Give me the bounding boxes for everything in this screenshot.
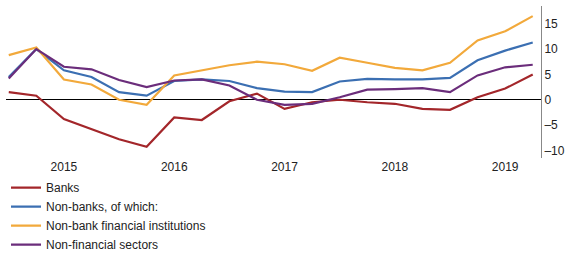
svg-text:Non-bank financial institution: Non-bank financial institutions bbox=[46, 219, 205, 233]
svg-text:–10: –10 bbox=[544, 144, 564, 158]
svg-text:Non-banks, of which:: Non-banks, of which: bbox=[46, 200, 158, 214]
svg-text:2019: 2019 bbox=[492, 160, 519, 174]
svg-text:2015: 2015 bbox=[51, 160, 78, 174]
svg-text:2016: 2016 bbox=[161, 160, 188, 174]
svg-text:2017: 2017 bbox=[271, 160, 298, 174]
svg-text:15: 15 bbox=[544, 17, 558, 31]
svg-text:Banks: Banks bbox=[46, 181, 79, 195]
svg-text:10: 10 bbox=[544, 42, 558, 56]
svg-text:Non-financial sectors: Non-financial sectors bbox=[46, 238, 158, 252]
svg-text:2018: 2018 bbox=[381, 160, 408, 174]
svg-text:–5: –5 bbox=[544, 118, 558, 132]
svg-text:5: 5 bbox=[544, 68, 551, 82]
svg-text:0: 0 bbox=[544, 93, 551, 107]
